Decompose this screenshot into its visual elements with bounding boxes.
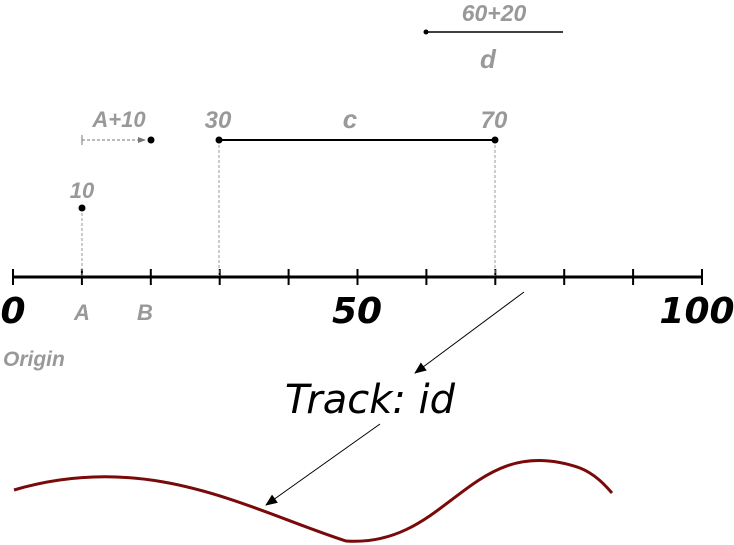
axis-to-title-arrow: [414, 291, 525, 374]
offset-label: A+10: [91, 107, 146, 132]
title-to-track-arrow: [265, 423, 381, 506]
axis-label-a: A: [73, 300, 90, 325]
range-d-name: d: [480, 44, 497, 74]
range-c-name: c: [343, 104, 358, 134]
range-c-start-marker: [215, 136, 223, 144]
range-d-label: 60+20: [462, 0, 527, 26]
axis-label-50: 50: [332, 291, 382, 332]
axis-ticks: [12, 269, 703, 285]
track-title: Track: id: [285, 377, 456, 423]
point-a-label: 10: [70, 178, 95, 203]
origin-label: Origin: [3, 348, 65, 371]
axis-label-100: 100: [659, 291, 734, 332]
range-c-end-marker: [491, 136, 499, 144]
axis-label-b: B: [137, 300, 153, 325]
point-a-marker: [78, 204, 86, 212]
track-curve: [13, 459, 614, 543]
axis-label-0: 0: [0, 291, 25, 332]
range-c-start-label: 30: [205, 107, 232, 134]
range-d-start-marker: [423, 29, 429, 35]
range-c-end-label: 70: [481, 107, 508, 134]
offset-end-marker: [147, 136, 155, 144]
